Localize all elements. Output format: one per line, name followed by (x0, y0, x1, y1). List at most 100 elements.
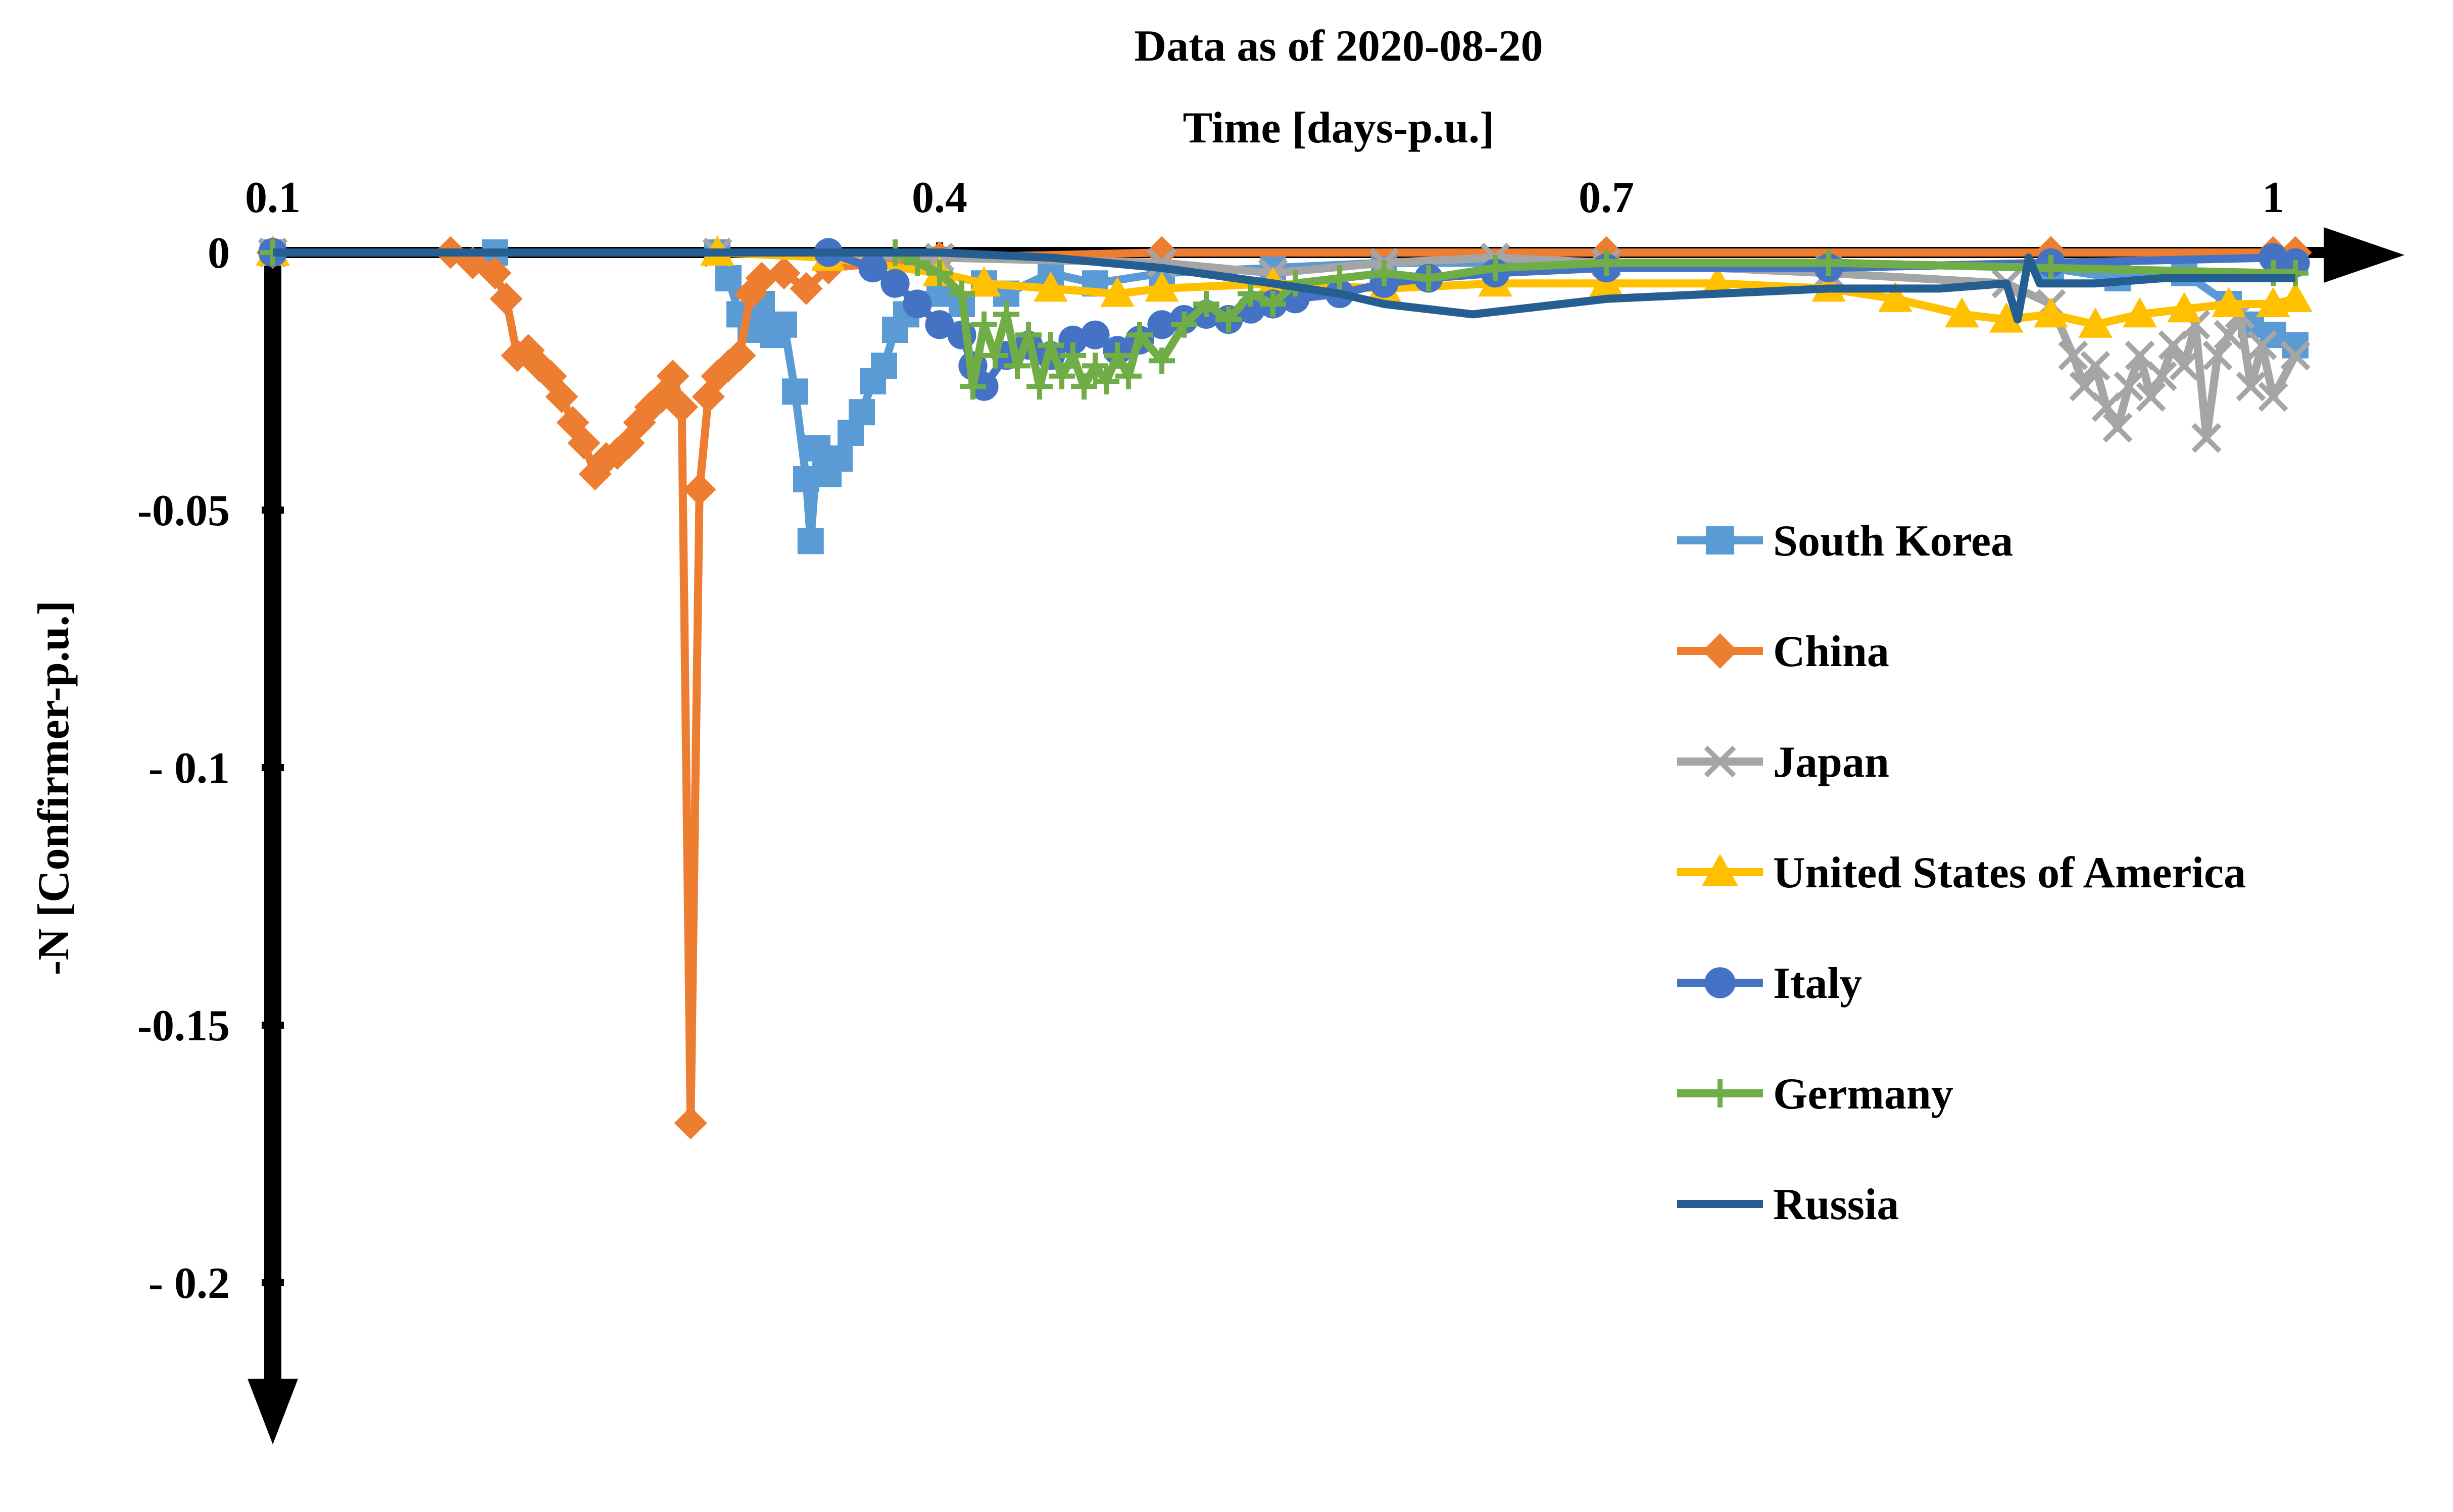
x-tick-label: 0.4 (912, 173, 967, 222)
data-point (656, 360, 690, 393)
data-point (665, 390, 699, 424)
chart-title: Data as of 2020-08-20 (1134, 22, 1543, 71)
legend-label: Russia (1773, 1180, 1899, 1229)
data-point (960, 373, 986, 400)
data-point (1049, 363, 1075, 389)
legend-item: South Korea (1677, 517, 2013, 566)
y-tick-label: 0 (208, 229, 230, 278)
data-point (478, 257, 512, 290)
data-point (2259, 243, 2288, 272)
y-axis-label: -N [Confirmer-p.u.] (29, 600, 78, 975)
y-tick-label: - 0.1 (149, 744, 230, 793)
data-point (858, 253, 888, 283)
data-point (2123, 297, 2157, 328)
data-point (1081, 320, 1110, 349)
legend-item: Japan (1677, 738, 1889, 787)
data-point (926, 260, 953, 286)
data-point (982, 342, 1008, 369)
data-point (1700, 266, 1735, 297)
data-point (771, 311, 797, 338)
data-point (2214, 320, 2244, 350)
data-point (2202, 340, 2233, 371)
data-point (1071, 373, 1097, 400)
series-5 (260, 239, 2309, 400)
data-point (2078, 308, 2113, 338)
x-axis-label: Time [days-p.u.] (1183, 104, 1495, 153)
data-point (1945, 297, 1979, 328)
data-point (2258, 382, 2288, 412)
legend-swatch-marker (1704, 967, 1736, 998)
data-point (2058, 340, 2088, 371)
series-6 (273, 248, 2295, 324)
data-point (1260, 291, 1286, 317)
legend-item: China (1677, 627, 1889, 676)
data-point (2147, 361, 2177, 391)
data-point (971, 311, 997, 338)
data-point (1878, 282, 1912, 312)
data-point (1482, 255, 1508, 281)
data-point (790, 272, 823, 305)
data-point (2038, 255, 2064, 281)
data-point (1215, 306, 1242, 333)
legend-label: Japan (1773, 738, 1889, 787)
data-point (2080, 350, 2111, 381)
data-point (2169, 350, 2199, 381)
data-point (2102, 413, 2133, 443)
x-tick-label: 1 (2262, 173, 2284, 222)
data-point (1093, 368, 1119, 394)
data-point (1082, 352, 1108, 379)
data-point (1015, 322, 1042, 348)
data-point (2280, 340, 2311, 371)
data-point (826, 445, 853, 472)
data-point (1126, 322, 1153, 348)
data-point (489, 282, 523, 316)
data-point (1100, 276, 1135, 307)
data-point (797, 528, 824, 555)
data-point (1149, 347, 1175, 374)
y-tick-label: - 0.2 (149, 1259, 230, 1308)
data-point (967, 266, 1001, 297)
data-point (1115, 363, 1142, 389)
data-point (782, 378, 808, 405)
data-point (715, 265, 742, 291)
data-point (2034, 297, 2068, 328)
legend-label: Italy (1773, 959, 1862, 1008)
data-point (1193, 291, 1219, 317)
legend-item: United States of America (1677, 848, 2246, 897)
data-point (993, 301, 1019, 328)
data-point (1026, 373, 1053, 400)
y-tick-label: -0.05 (137, 486, 230, 535)
legend-label: United States of America (1773, 848, 2246, 897)
legend-swatch-marker (1706, 526, 1734, 555)
data-point (1989, 302, 2024, 333)
series-line (273, 248, 2295, 1127)
y-tick-label: -0.15 (137, 1001, 230, 1050)
legend-item: Russia (1677, 1180, 1899, 1229)
data-point (871, 352, 897, 379)
x-tick-label: 0.7 (1579, 173, 1634, 222)
legend: South Korea China Japan United States of Am… (1677, 517, 2246, 1229)
legend-label: China (1773, 627, 1889, 676)
data-point (1593, 249, 1620, 276)
series-line (273, 248, 2295, 324)
data-point (2191, 423, 2222, 453)
data-point (723, 339, 756, 372)
data-point (545, 380, 578, 414)
data-point (2114, 371, 2144, 401)
data-point (2136, 382, 2166, 412)
series-1 (256, 236, 2312, 1140)
data-point (793, 466, 819, 492)
legend-item: Germany (1677, 1070, 1953, 1119)
data-point (804, 435, 830, 462)
data-point (925, 310, 954, 339)
data-point (1147, 310, 1176, 339)
legend-label: South Korea (1773, 517, 2013, 566)
data-point (1415, 265, 1442, 291)
plot-area (256, 235, 2313, 1140)
data-point (1004, 352, 1031, 379)
data-point (1104, 342, 1131, 369)
data-point (1171, 311, 1197, 338)
data-point (1058, 325, 1088, 355)
